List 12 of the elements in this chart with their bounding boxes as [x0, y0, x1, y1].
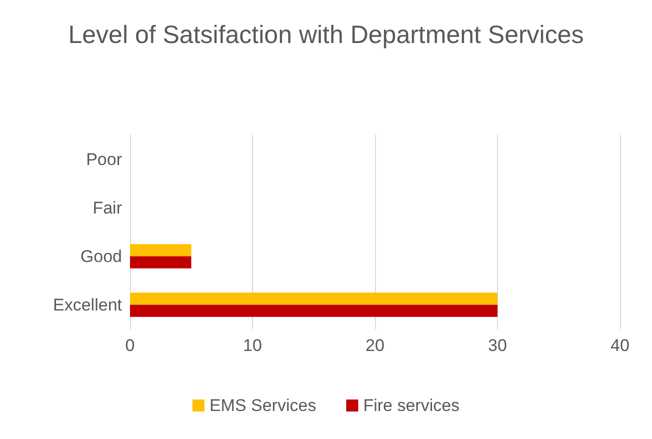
- x-tick-label: 0: [125, 336, 135, 355]
- legend-label: EMS Services: [209, 396, 316, 415]
- y-tick-label: Poor: [86, 150, 122, 169]
- chart-title: Level of Satsifaction with Department Services: [68, 21, 584, 49]
- y-tick-label: Fair: [92, 198, 122, 218]
- y-tick-label: Good: [80, 246, 122, 266]
- legend-label: Fire services: [363, 396, 460, 415]
- x-tick-label: 20: [366, 336, 384, 355]
- x-tick-label: 30: [488, 336, 507, 355]
- x-tick-label: 10: [243, 336, 262, 355]
- x-tick-label: 40: [610, 336, 630, 355]
- y-tick-label: Excellent: [53, 295, 122, 314]
